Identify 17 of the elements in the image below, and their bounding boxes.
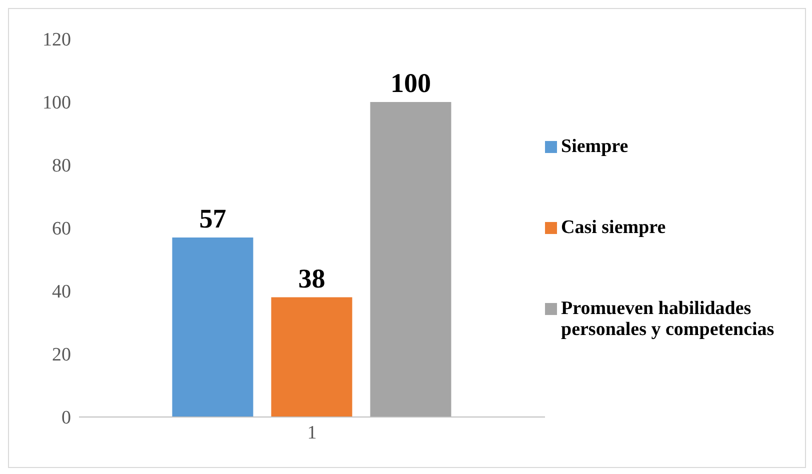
y-tick-label: 60 [52, 218, 71, 240]
bar [172, 237, 254, 417]
y-tick-label: 80 [52, 156, 71, 177]
y-tick-label: 100 [42, 92, 71, 114]
y-tick-label: 40 [52, 282, 71, 303]
y-tick-label: 20 [52, 344, 71, 366]
x-tick-label: 1 [307, 422, 317, 444]
legend-label: Siempre [561, 136, 628, 157]
data-label: 38 [298, 263, 326, 294]
bar [370, 102, 452, 417]
y-tick-label: 0 [62, 408, 71, 429]
legend-label: Casi siempre [561, 217, 666, 238]
legend-label: Promueven habilidades personales y competencias [561, 298, 776, 340]
data-label: 57 [199, 203, 226, 234]
data-label: 100 [390, 68, 431, 98]
y-tick-label: 120 [42, 30, 71, 51]
bar [271, 297, 352, 417]
